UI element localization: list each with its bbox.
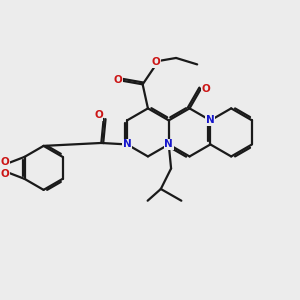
Text: N: N (206, 116, 215, 125)
Text: O: O (202, 84, 211, 94)
Text: O: O (1, 169, 9, 178)
Text: O: O (114, 75, 122, 85)
Text: N: N (123, 140, 131, 149)
Text: O: O (94, 110, 103, 120)
Text: O: O (1, 157, 9, 167)
Text: N: N (164, 140, 173, 149)
Text: O: O (152, 57, 161, 67)
